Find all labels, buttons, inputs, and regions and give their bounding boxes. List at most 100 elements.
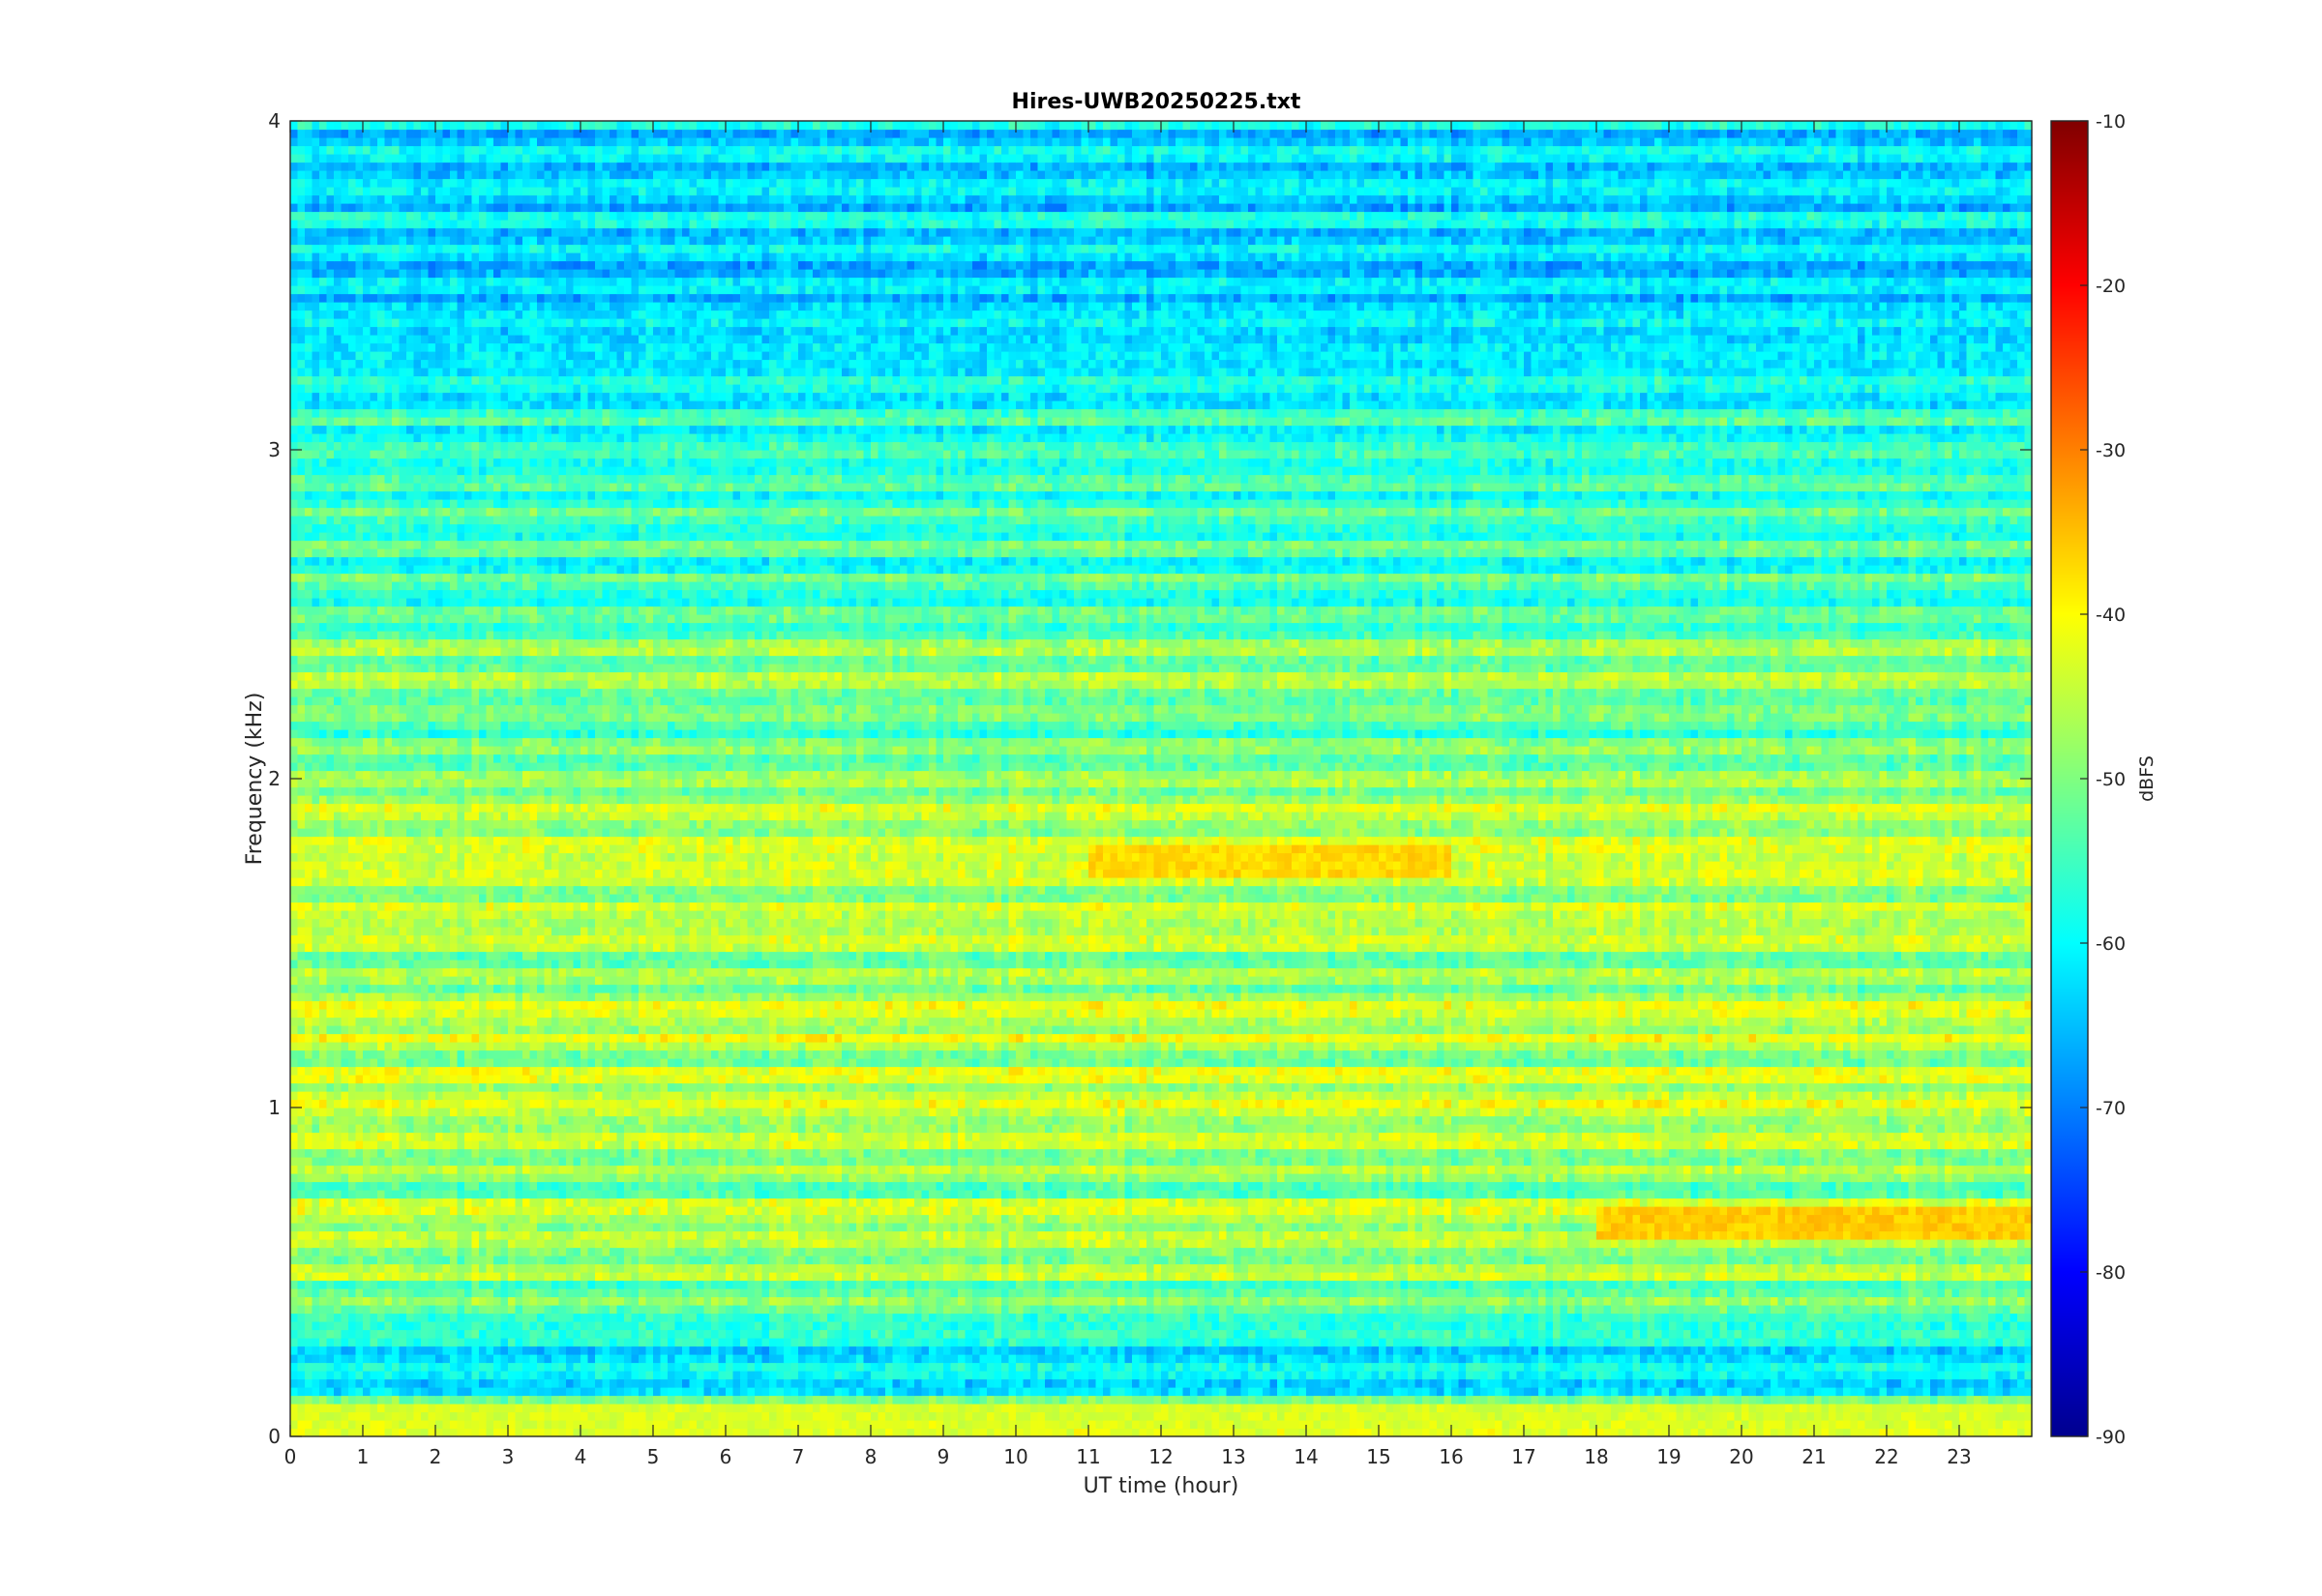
- heatmap-cell: [334, 1288, 342, 1298]
- heatmap-cell: [1937, 1288, 1946, 1298]
- heatmap-cell: [1103, 1354, 1112, 1364]
- heatmap-cell: [1835, 1371, 1844, 1380]
- heatmap-cell: [1234, 1420, 1242, 1430]
- heatmap-cell: [1414, 1411, 1423, 1421]
- heatmap-cell: [1001, 1272, 1010, 1282]
- heatmap-cell: [566, 1272, 575, 1282]
- heatmap-cell: [1422, 1313, 1431, 1322]
- heatmap-cell: [616, 1404, 625, 1413]
- heatmap-cell: [1611, 1338, 1620, 1347]
- heatmap-cell: [522, 1411, 531, 1421]
- heatmap-cell: [740, 1321, 749, 1331]
- heatmap-cell: [421, 1280, 430, 1289]
- heatmap-cell: [1240, 1321, 1249, 1331]
- heatmap-cell: [776, 1345, 785, 1355]
- heatmap-cell: [1364, 1404, 1373, 1413]
- heatmap-cell: [1400, 1345, 1409, 1355]
- heatmap-cell: [348, 1362, 357, 1372]
- heatmap-cell: [1966, 1354, 1975, 1364]
- heatmap-cell: [929, 1420, 938, 1430]
- heatmap-cell: [457, 1362, 465, 1372]
- heatmap-cell: [500, 1395, 509, 1404]
- heatmap-cell: [1487, 1272, 1496, 1282]
- heatmap-cell: [834, 1371, 843, 1380]
- heatmap-cell: [1502, 1329, 1510, 1339]
- heatmap-cell: [1081, 1362, 1089, 1372]
- heatmap-cell: [921, 1404, 930, 1413]
- heatmap-cell: [1335, 1272, 1344, 1282]
- heatmap-cell: [1560, 1371, 1568, 1380]
- heatmap-cell: [1248, 1378, 1257, 1388]
- heatmap-cell: [711, 1371, 720, 1380]
- heatmap-cell: [1806, 1305, 1815, 1315]
- heatmap-cell: [639, 1296, 647, 1306]
- heatmap-cell: [558, 1321, 567, 1331]
- heatmap-cell: [1066, 1263, 1075, 1273]
- heatmap-cell: [653, 1338, 662, 1347]
- heatmap-cell: [1095, 1345, 1104, 1355]
- heatmap-cell: [1182, 1378, 1191, 1388]
- heatmap-cell: [660, 1263, 669, 1273]
- heatmap-cell: [1632, 1354, 1641, 1364]
- heatmap-cell: [1661, 1305, 1670, 1315]
- heatmap-cell: [1858, 1395, 1866, 1404]
- heatmap-cell: [341, 1345, 349, 1355]
- heatmap-cell: [312, 1387, 320, 1397]
- heatmap-cell: [1974, 1404, 1982, 1413]
- heatmap-cell: [732, 1378, 741, 1388]
- heatmap-cell: [1654, 1329, 1663, 1339]
- heatmap-cell: [1277, 1263, 1286, 1273]
- heatmap-cell: [1197, 1280, 1206, 1289]
- heatmap-cell: [1502, 1411, 1510, 1421]
- heatmap-cell: [1393, 1321, 1402, 1331]
- heatmap-cell: [312, 1395, 320, 1404]
- heatmap-cell: [1531, 1263, 1539, 1273]
- heatmap-cell: [1930, 1305, 1939, 1315]
- heatmap-cell: [428, 1296, 436, 1306]
- heatmap-cell: [972, 1411, 981, 1421]
- heatmap-cell: [697, 1345, 705, 1355]
- heatmap-cell: [1930, 1420, 1939, 1430]
- heatmap-cell: [355, 1428, 364, 1437]
- heatmap-cell: [732, 1404, 741, 1413]
- heatmap-cell: [2003, 1313, 2011, 1322]
- heatmap-cell: [1850, 1387, 1859, 1397]
- heatmap-cell: [1248, 1354, 1257, 1364]
- heatmap-cell: [580, 1411, 589, 1421]
- heatmap-cell: [1835, 1395, 1844, 1404]
- heatmap-cell: [805, 1395, 814, 1404]
- heatmap-cell: [1052, 1378, 1060, 1388]
- heatmap-cell: [1850, 1280, 1859, 1289]
- heatmap-cell: [907, 1345, 915, 1355]
- heatmap-cell: [319, 1404, 328, 1413]
- heatmap-cell: [1879, 1329, 1888, 1339]
- heatmap-cell: [1611, 1272, 1620, 1282]
- heatmap-cell: [1771, 1338, 1779, 1347]
- heatmap-cell: [1473, 1263, 1481, 1273]
- heatmap-cell: [1124, 1288, 1133, 1298]
- heatmap-cell: [1582, 1263, 1591, 1273]
- heatmap-cell: [508, 1263, 517, 1273]
- heatmap-cell: [2017, 1395, 2026, 1404]
- heatmap-cell: [1756, 1321, 1765, 1331]
- heatmap-cell: [464, 1272, 473, 1282]
- heatmap-cell: [1473, 1280, 1481, 1289]
- heatmap-cell: [1298, 1272, 1307, 1282]
- heatmap-cell: [1052, 1362, 1060, 1372]
- heatmap-cell: [827, 1296, 836, 1306]
- heatmap-cell: [813, 1354, 821, 1364]
- heatmap-cell: [1219, 1338, 1228, 1347]
- heatmap-cell: [776, 1288, 785, 1298]
- heatmap-cell: [1437, 1329, 1445, 1339]
- heatmap-cell: [1959, 1321, 1968, 1331]
- heatmap-cell: [384, 1296, 393, 1306]
- heatmap-cell: [863, 1395, 872, 1404]
- heatmap-cell: [1480, 1280, 1489, 1289]
- heatmap-cell: [936, 1338, 944, 1347]
- heatmap-cell: [1988, 1305, 1997, 1315]
- heatmap-cell: [363, 1354, 372, 1364]
- heatmap-cell: [370, 1321, 378, 1331]
- heatmap-cell: [1835, 1411, 1844, 1421]
- heatmap-cell: [1763, 1395, 1771, 1404]
- heatmap-cell: [348, 1288, 357, 1298]
